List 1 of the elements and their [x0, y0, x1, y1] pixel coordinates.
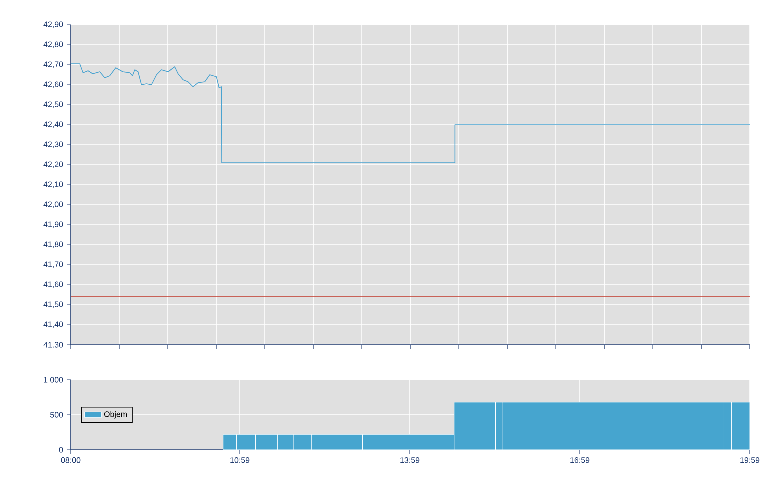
line-series	[70, 64, 750, 164]
